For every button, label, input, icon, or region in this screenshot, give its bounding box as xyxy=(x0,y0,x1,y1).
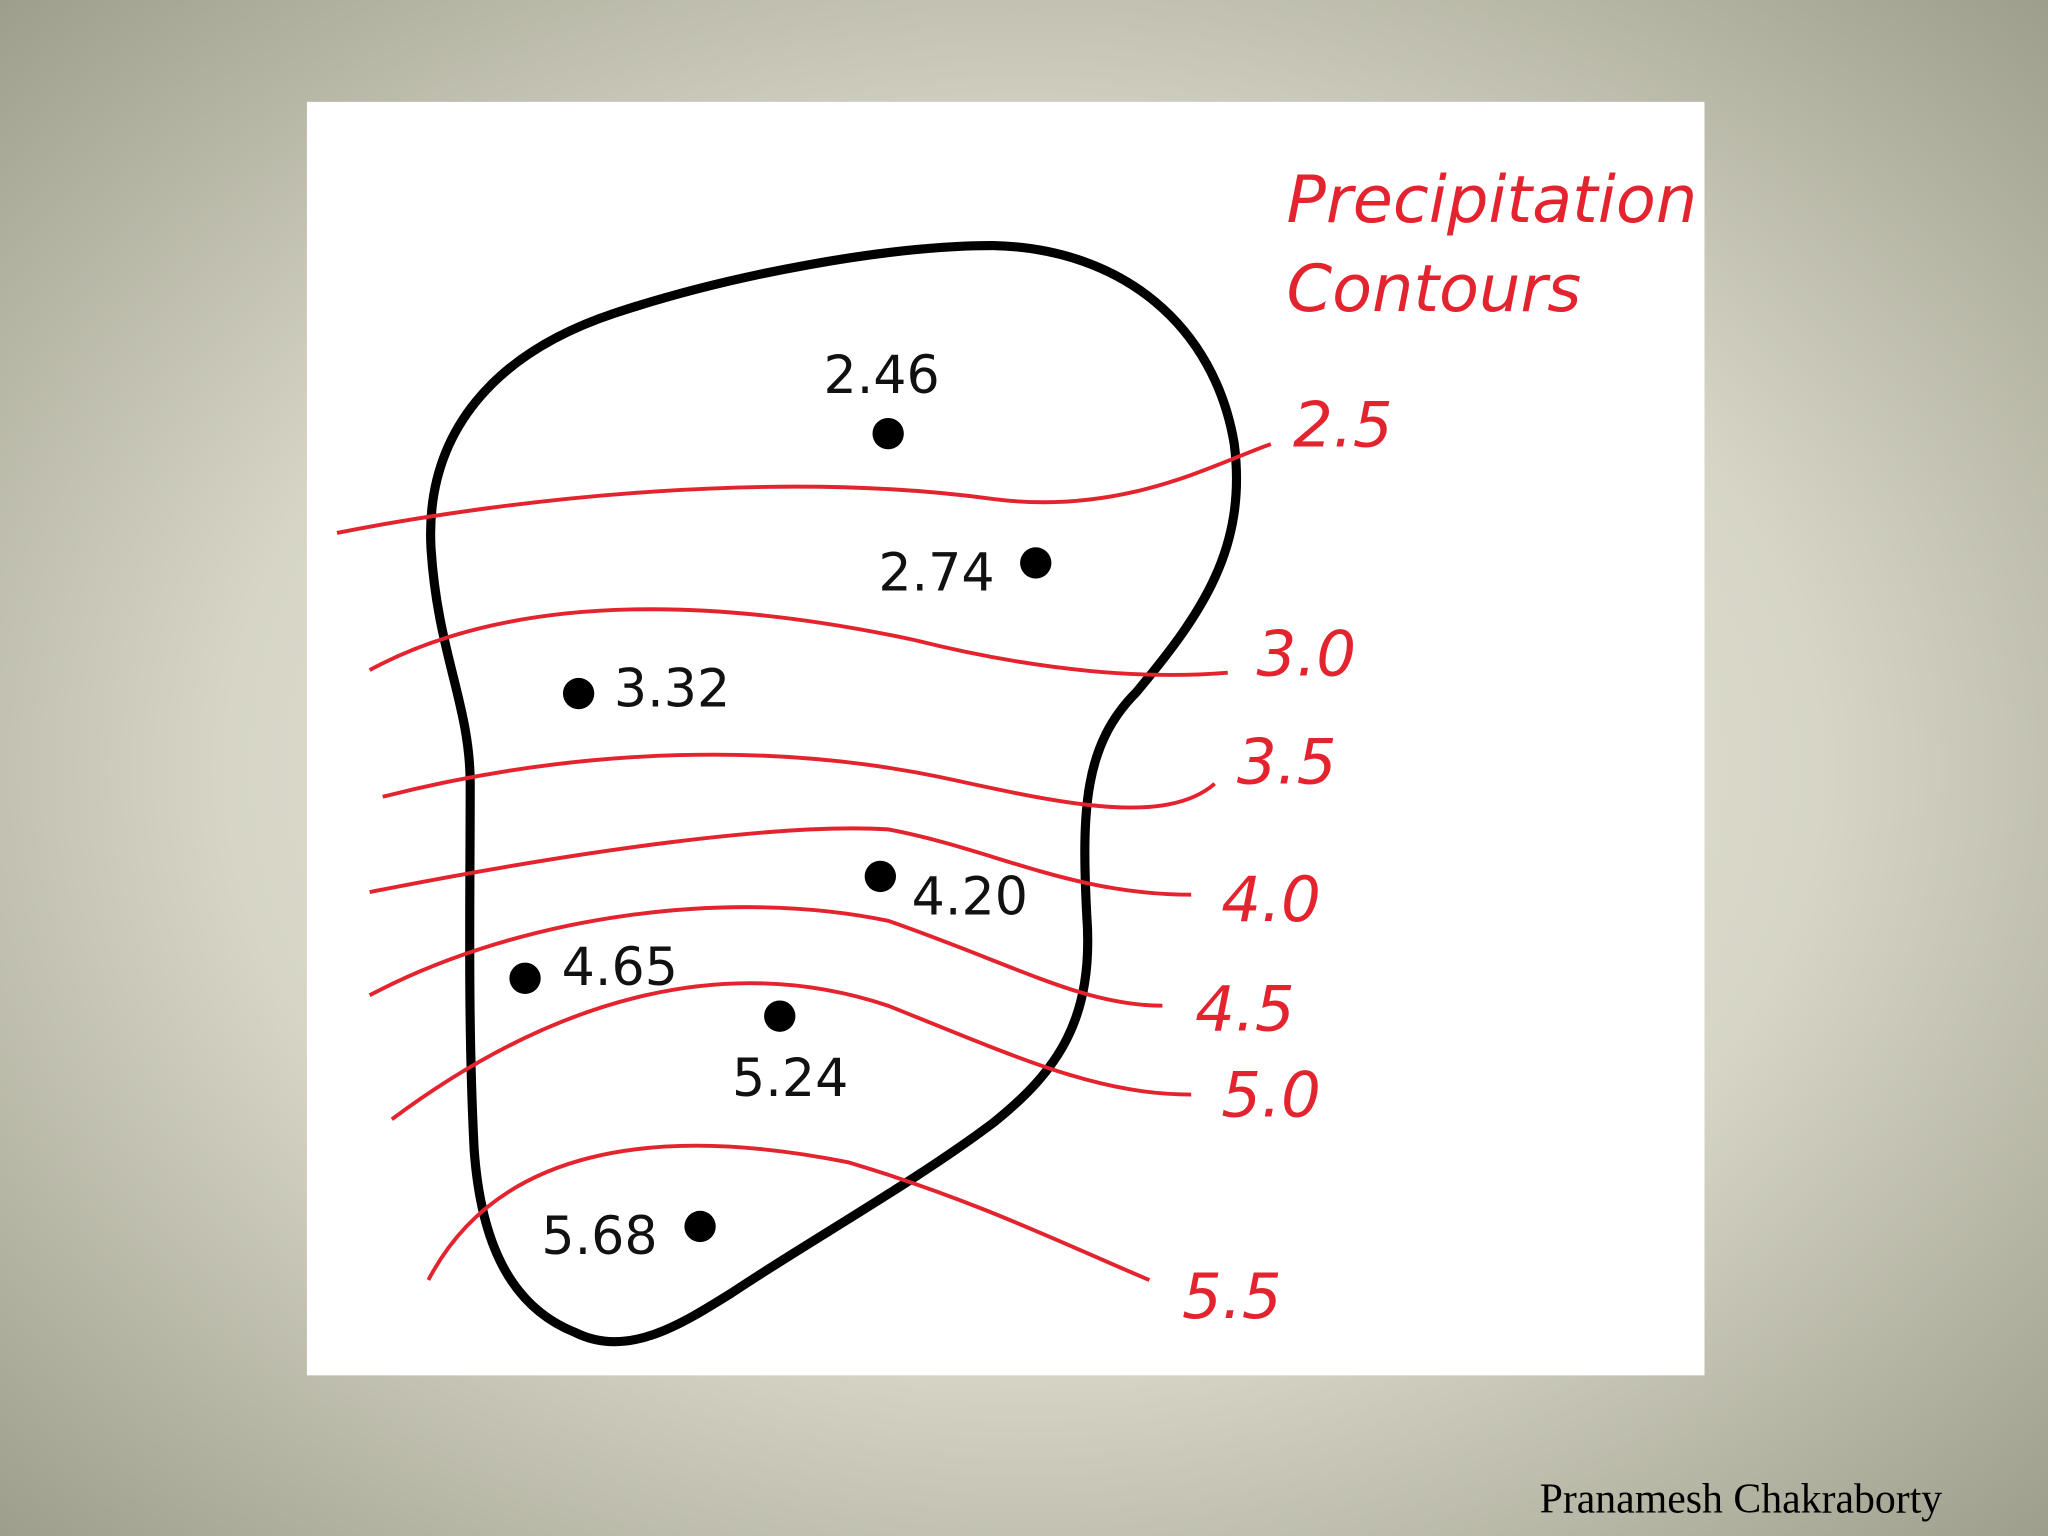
station-label: 5.68 xyxy=(541,1207,657,1267)
contour-label: 5.0 xyxy=(1221,1059,1321,1132)
station-label: 4.20 xyxy=(912,867,1028,927)
station-label: 4.65 xyxy=(562,938,678,998)
contours xyxy=(336,442,1272,1282)
title-line: Contours xyxy=(1287,251,1582,327)
contour-line xyxy=(426,1143,1151,1282)
contour-line xyxy=(390,981,1192,1121)
title-line: Precipitation xyxy=(1287,162,1698,238)
station-dot xyxy=(864,860,896,893)
station-label: 2.74 xyxy=(878,543,994,603)
contour-label: 5.5 xyxy=(1182,1260,1282,1333)
station-label: 2.46 xyxy=(823,346,939,406)
stations xyxy=(509,417,1052,1243)
station-dot xyxy=(872,417,904,450)
station-dot xyxy=(1020,547,1052,579)
figure-panel xyxy=(306,101,1705,1376)
station-label: 5.24 xyxy=(732,1049,848,1109)
contour-line xyxy=(336,442,1272,535)
station-dot xyxy=(509,962,541,994)
station-dot xyxy=(562,677,595,710)
contour-line xyxy=(368,607,1228,677)
station-dot xyxy=(764,1000,796,1032)
contour-line xyxy=(369,826,1192,897)
catchment-boundary xyxy=(426,240,1242,1347)
contour-label: 3.0 xyxy=(1256,617,1356,690)
contour-label: 4.5 xyxy=(1195,973,1295,1046)
contour-line xyxy=(382,752,1216,810)
contour-label: 4.0 xyxy=(1221,863,1321,936)
contour-label: 3.5 xyxy=(1237,726,1337,799)
contour-line xyxy=(368,905,1163,1008)
station-label: 3.32 xyxy=(614,660,730,720)
contour-label: 2.5 xyxy=(1293,389,1393,462)
station-dot xyxy=(684,1210,716,1243)
credit: Pranamesh Chakraborty xyxy=(1540,1476,1943,1522)
